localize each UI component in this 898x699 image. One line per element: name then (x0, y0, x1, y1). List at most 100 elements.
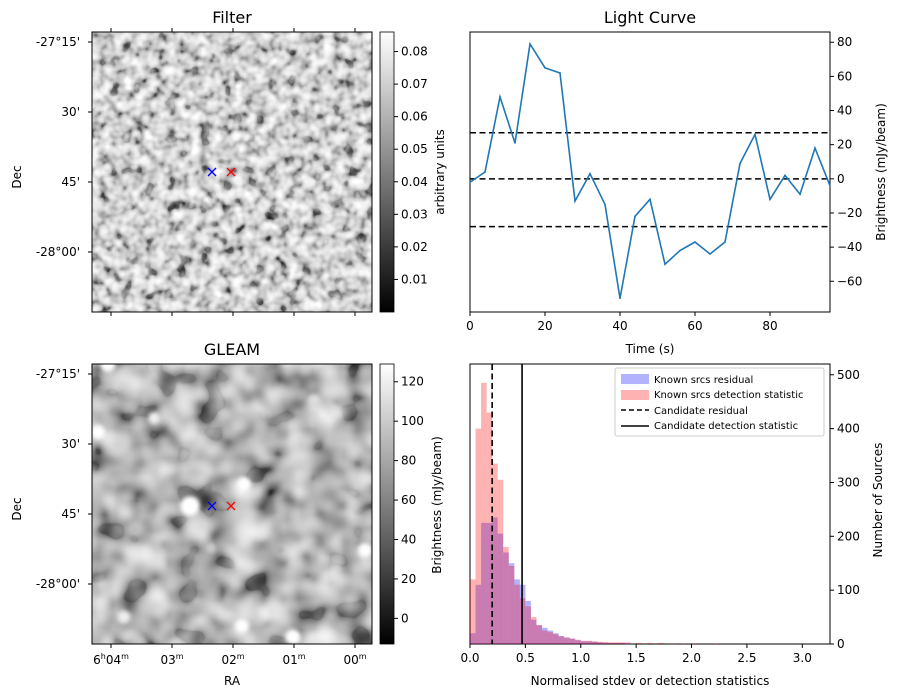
lightcurve-point (649, 198, 651, 201)
filter-axes-frame (91, 31, 373, 313)
dec-tick-label: 45' (61, 507, 80, 521)
histogram-candidate-lines (491, 364, 523, 644)
legend-swatch-residual (621, 374, 649, 384)
histogram-bar (525, 606, 531, 644)
gleam-source (118, 611, 130, 623)
histogram-bar (503, 547, 509, 644)
lightcurve-point (574, 200, 576, 202)
histogram-bar (575, 640, 581, 644)
histogram-bar (481, 522, 487, 644)
histogram-bar (553, 633, 559, 644)
histogram-bar (530, 617, 537, 644)
marker-x (207, 167, 217, 177)
lightcurve-line (469, 41, 831, 299)
gleam-source (235, 619, 249, 633)
histogram-xtick-label: 1.5 (627, 651, 646, 665)
colorbar-tick-label: 0.03 (401, 207, 428, 221)
lightcurve-point (694, 241, 696, 243)
histogram-bar (475, 428, 482, 644)
histogram-bar (602, 641, 609, 644)
gleam-colorbar (379, 363, 395, 645)
lightcurve-point (799, 193, 801, 195)
gleam-axes-frame (91, 363, 373, 645)
lightcurve-point (754, 133, 756, 136)
histogram-xtick-label: 3.0 (793, 651, 812, 665)
histogram-legend: Known srcs residual Known srcs detection… (614, 367, 825, 437)
histogram-ytick-label: 0 (837, 637, 845, 651)
histogram-bar (492, 463, 498, 644)
histogram-bar (625, 642, 631, 644)
histogram-xtick-label: 2.5 (737, 651, 756, 665)
histogram-bar (470, 579, 476, 644)
lightcurve-xtick-label: 40 (612, 319, 627, 333)
histogram-bar (614, 642, 620, 644)
gleam-ylabel: Dec (10, 497, 24, 520)
histogram-y-ticks: 0 100 200 300 400 500 (830, 368, 860, 651)
histogram-bar (481, 382, 487, 644)
histogram-x-ticks: 0.0 0.5 1.0 1.5 2.0 2.5 3.0 (460, 644, 812, 665)
histogram-bar (619, 642, 626, 644)
dec-tick-label: -28°00' (36, 245, 80, 259)
lightcurve-xtick-label: 20 (537, 319, 552, 333)
gleam-xlabel: RA (224, 674, 241, 688)
histogram-ytick-label: 500 (837, 368, 860, 382)
colorbar-tick-label: 40 (401, 532, 416, 546)
colorbar-tick-label: 0.01 (401, 272, 428, 286)
histogram-xtick-label: 2.0 (682, 651, 701, 665)
filter-x-tick-marks (110, 28, 356, 316)
colorbar-tick-label: 0.07 (401, 77, 428, 91)
lightcurve-point (544, 67, 546, 69)
gleam-source (237, 477, 251, 491)
histogram-bar (530, 619, 537, 644)
histogram-bar (647, 642, 653, 644)
histogram-ytick-label: 400 (837, 422, 860, 436)
histogram-panel: 0.0 0.5 1.0 1.5 2.0 2.5 3.0 0 100 200 300 400 500 N… (460, 363, 885, 688)
histogram-bar (636, 642, 642, 644)
histogram-bar (525, 600, 531, 644)
legend-swatch-detection (621, 390, 649, 400)
gleam-source (358, 543, 372, 557)
lightcurve-point (769, 198, 771, 201)
dec-tick-label: 30' (61, 105, 80, 119)
lightcurve-point (589, 172, 591, 175)
colorbar-tick-label: 20 (401, 572, 416, 586)
filter-ylabel: Dec (10, 165, 24, 188)
colorbar-tick-label: 0.08 (401, 45, 428, 59)
histogram-bar (508, 563, 515, 644)
histogram-bar (580, 641, 587, 644)
gleam-source (129, 525, 139, 535)
filter-markers (207, 167, 236, 177)
histogram-bar (547, 632, 554, 644)
histogram-bar (514, 579, 520, 644)
lightcurve-xtick-label: 60 (687, 319, 702, 333)
ra-tick-label: 6h04m (93, 652, 129, 667)
lightcurve-point (784, 174, 786, 177)
histogram-bar (492, 517, 498, 644)
filter-colorbar-label: arbitrary units (433, 129, 447, 215)
histogram-bar (580, 640, 587, 644)
histogram-ylabel: Number of Sources (871, 443, 885, 558)
colorbar-tick-label: 0 (401, 611, 409, 625)
histogram-bar (558, 636, 565, 644)
gleam-panel: GLEAM -27°15'30'45'-28°00' 6h0 (10, 340, 444, 688)
filter-y-ticks: -27°15' 30' 45' -28°00' (36, 35, 92, 259)
histogram-bar (614, 642, 620, 644)
histogram-bar (536, 625, 542, 644)
lightcurve-point (484, 171, 486, 173)
lightcurve-xlabel: Time (s) (625, 342, 675, 356)
lightcurve-point (739, 162, 741, 165)
lightcurve-ytick-label: 40 (837, 104, 852, 118)
gleam-source (206, 543, 216, 553)
ra-tick-label: 02m (221, 652, 244, 667)
histogram-bar (508, 565, 515, 644)
dec-tick-label: 30' (61, 437, 80, 451)
histogram-ytick-label: 300 (837, 475, 860, 489)
histogram-bar (558, 635, 565, 644)
gleam-source (285, 629, 301, 644)
colorbar-tick-label: 80 (401, 454, 416, 468)
histogram-bar (553, 634, 559, 644)
histogram-ytick-label: 200 (837, 529, 860, 543)
lightcurve-point (619, 297, 621, 300)
histogram-bar (514, 584, 520, 644)
lightcurve-ytick-label: −20 (837, 206, 862, 220)
